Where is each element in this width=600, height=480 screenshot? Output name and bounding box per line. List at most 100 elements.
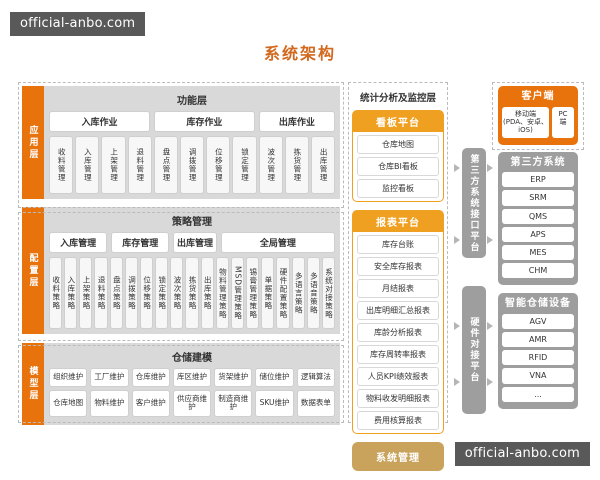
layer-application: 应用层 功能层 入库作业 库存作业 出库作业 收料管理 入库管理 上架管理 退料…: [22, 86, 340, 199]
report-item[interactable]: 库龄分析报表: [357, 323, 439, 342]
function-item[interactable]: 盘点管理: [153, 136, 178, 194]
model-item[interactable]: 数据表单: [296, 389, 335, 417]
function-group-row: 入库作业 库存作业 出库作业: [49, 111, 335, 132]
report-item[interactable]: 库存台账: [357, 235, 439, 254]
third-party-system-item[interactable]: APS: [502, 226, 574, 242]
layer-head-strategy: 策略管理: [172, 217, 212, 228]
client-mobile[interactable]: 移动端 (PDA、安卓、iOS): [502, 106, 549, 138]
model-item[interactable]: 制造商维护: [214, 389, 253, 417]
function-item[interactable]: 拣货管理: [284, 136, 309, 194]
strategy-item[interactable]: 拣货策略: [185, 257, 199, 329]
third-party-interface-platform-bar[interactable]: 第三方系统接口平台: [462, 148, 486, 258]
dashboard-platform-head: 看板平台: [353, 111, 443, 132]
arrow-right-icon: [487, 164, 493, 172]
report-item[interactable]: 安全库存报表: [357, 257, 439, 276]
strategy-item[interactable]: 退料策略: [94, 257, 108, 329]
dashboard-item[interactable]: 监控看板: [357, 179, 439, 198]
strategy-item[interactable]: 多语音策略: [306, 257, 320, 329]
right-column: 客户端 移动端 (PDA、安卓、iOS) PC 端 第三方系统 ERP SRM …: [498, 86, 578, 416]
function-item-row: 收料管理 入库管理 上架管理 退料管理 盘点管理 调拨管理 位移管理 锁定管理 …: [49, 136, 336, 194]
strategy-item[interactable]: 出库策略: [200, 257, 214, 329]
strategy-item[interactable]: 多语言策略: [291, 257, 305, 329]
application-layer-outline: [18, 82, 344, 208]
report-item[interactable]: 物料收发明细报表: [357, 389, 439, 408]
smart-equipment-item[interactable]: ...: [502, 386, 574, 402]
dashboard-item[interactable]: 仓库BI看板: [357, 157, 439, 176]
model-item[interactable]: 储位维护: [255, 368, 294, 387]
strategy-item[interactable]: 位移策略: [139, 257, 154, 329]
smart-equipment-item[interactable]: AMR: [502, 331, 574, 348]
model-item[interactable]: 货架维护: [214, 368, 253, 387]
strategy-item[interactable]: 单据策略: [261, 257, 275, 329]
hardware-platform-bar[interactable]: 硬件对接平台: [462, 286, 486, 414]
report-item[interactable]: 出库明细汇总报表: [357, 301, 439, 320]
group-inventory-strategy[interactable]: 库存管理: [111, 232, 170, 253]
strategy-item[interactable]: MSD管理策略: [230, 257, 245, 329]
model-item[interactable]: SKU维护: [255, 389, 294, 417]
function-item[interactable]: 收料管理: [49, 136, 74, 194]
third-party-system-item[interactable]: MES: [502, 244, 574, 261]
layer-tab-configuration: 配置层: [22, 207, 44, 334]
model-item[interactable]: 工厂维护: [90, 368, 129, 387]
function-item[interactable]: 上架管理: [101, 136, 126, 194]
function-item[interactable]: 锁定管理: [232, 136, 257, 194]
group-inbound[interactable]: 入库作业: [49, 111, 150, 132]
smart-equipment-item[interactable]: AGV: [502, 313, 574, 329]
third-party-system-item[interactable]: SRM: [502, 190, 574, 206]
smart-equipment-item[interactable]: RFID: [502, 350, 574, 366]
report-item[interactable]: 库存周转率报表: [357, 345, 439, 364]
third-party-system-item[interactable]: ERP: [502, 172, 574, 188]
smart-equipment-item[interactable]: VNA: [502, 368, 574, 384]
client-box: 客户端 移动端 (PDA、安卓、iOS) PC 端: [498, 86, 578, 145]
strategy-item[interactable]: 波次策略: [170, 257, 184, 329]
group-outbound-strategy[interactable]: 出库管理: [173, 232, 217, 253]
model-item[interactable]: 物料维护: [90, 389, 129, 417]
strategy-item[interactable]: 硬件配置策略: [276, 257, 290, 329]
function-item[interactable]: 退料管理: [127, 136, 152, 194]
strategy-item[interactable]: 物料管理策略: [215, 257, 229, 329]
group-inventory[interactable]: 库存作业: [153, 111, 255, 132]
strategy-item[interactable]: 调拨策略: [124, 257, 138, 329]
third-party-system-item[interactable]: CHM: [502, 263, 574, 279]
layer-body-application: 功能层 入库作业 库存作业 出库作业 收料管理 入库管理 上架管理 退料管理 盘…: [44, 86, 340, 199]
layer-body-model: 仓储建模 组织维护 工厂维护 仓库维护 库区维护 货架维护 储位维护 逻辑算法 …: [44, 343, 340, 425]
model-item[interactable]: 客户维护: [131, 389, 170, 417]
function-item[interactable]: 位移管理: [206, 136, 231, 194]
strategy-item[interactable]: 系统对接策略: [321, 257, 335, 329]
arrow-right-icon: [454, 236, 460, 244]
report-item[interactable]: 月结报表: [357, 279, 439, 298]
function-item[interactable]: 波次管理: [258, 136, 283, 194]
group-outbound[interactable]: 出库作业: [258, 111, 335, 132]
page-title: 系统架构: [263, 44, 336, 63]
arrow-right-icon: [454, 378, 460, 386]
client-head: 客户端: [521, 91, 555, 102]
system-management-box[interactable]: 系统管理: [352, 442, 444, 471]
strategy-item[interactable]: 入库策略: [64, 257, 78, 329]
report-item[interactable]: 费用核算报表: [357, 411, 439, 430]
statistics-monitoring-column: 统计分析及监控层 看板平台 仓库地图 仓库BI看板 监控看板 报表平台 库存台账…: [352, 86, 444, 471]
group-inbound-strategy[interactable]: 入库管理: [49, 232, 108, 253]
report-item[interactable]: 人员KPI绩效报表: [357, 367, 439, 386]
strategy-item[interactable]: 收料策略: [49, 257, 63, 329]
dashboard-item[interactable]: 仓库地图: [357, 135, 439, 154]
strategy-item[interactable]: 上架策略: [79, 257, 93, 329]
model-item[interactable]: 逻辑算法: [296, 368, 335, 387]
strategy-item[interactable]: 锁定策略: [155, 257, 169, 329]
group-global-strategy[interactable]: 全局管理: [220, 232, 336, 253]
report-platform: 报表平台 库存台账 安全库存报表 月结报表 出库明细汇总报表 库龄分析报表 库存…: [352, 210, 444, 434]
third-party-system-item[interactable]: QMS: [502, 208, 574, 224]
strategy-item[interactable]: 盘点策略: [109, 257, 123, 329]
strategy-item[interactable]: 锡膏管理策略: [246, 257, 260, 329]
client-pc-line1: PC: [558, 109, 568, 118]
function-item[interactable]: 出库管理: [310, 136, 336, 194]
client-pc[interactable]: PC 端: [552, 106, 574, 138]
function-item[interactable]: 入库管理: [75, 136, 100, 194]
model-item[interactable]: 供应商维护: [172, 389, 212, 417]
client-pc-line2: 端: [559, 117, 567, 126]
model-item[interactable]: 仓库地图: [49, 389, 88, 417]
model-item[interactable]: 库区维护: [172, 368, 212, 387]
dashboard-platform: 看板平台 仓库地图 仓库BI看板 监控看板: [352, 110, 444, 202]
model-item[interactable]: 组织维护: [49, 368, 88, 387]
function-item[interactable]: 调拨管理: [179, 136, 205, 194]
model-item[interactable]: 仓库维护: [131, 368, 170, 387]
